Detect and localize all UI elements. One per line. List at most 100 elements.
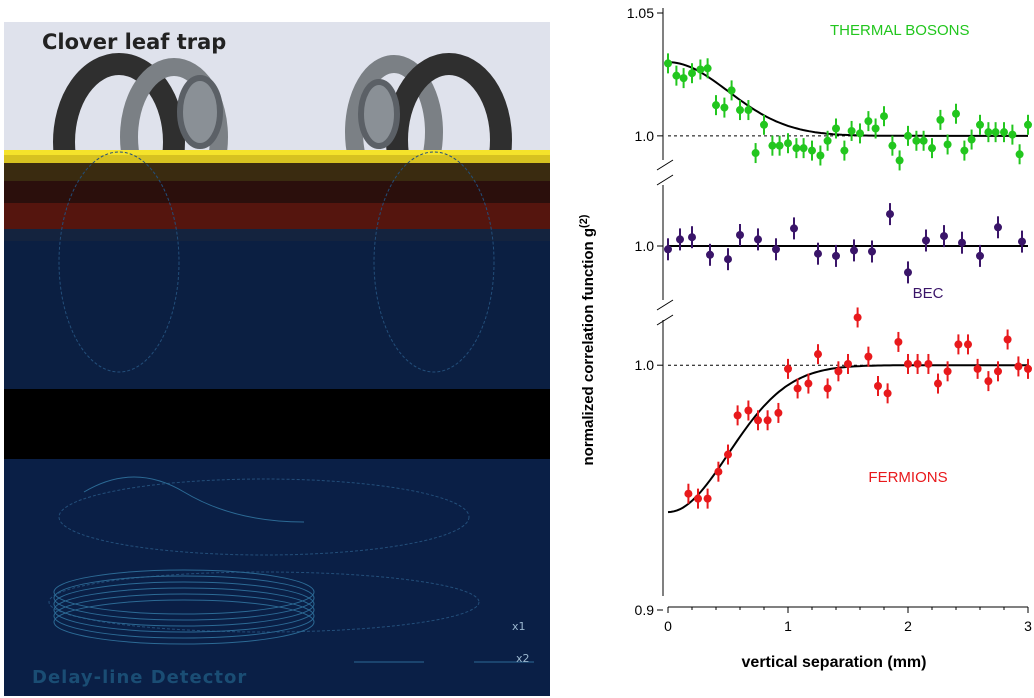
data-point	[940, 232, 948, 241]
axis-break-mark	[656, 159, 674, 171]
data-point	[814, 249, 822, 258]
data-point	[720, 103, 729, 112]
data-point	[799, 144, 808, 153]
trap-illustration-graphic: x1 x2	[4, 22, 550, 696]
data-point	[832, 251, 840, 260]
data-point	[703, 494, 712, 503]
data-point	[967, 135, 976, 144]
ghost-coils	[48, 151, 495, 633]
data-point	[943, 367, 952, 376]
data-point	[688, 233, 696, 242]
data-point	[703, 64, 712, 73]
data-point	[664, 245, 672, 254]
data-point	[792, 144, 801, 153]
data-point	[886, 210, 894, 219]
data-point	[832, 124, 840, 133]
data-point	[751, 149, 760, 158]
axis-break-mark	[656, 299, 674, 311]
delay-line-detector-icon	[53, 476, 534, 663]
data-point	[984, 128, 993, 137]
trap-illustration: x1 x2 Clover leaf trap Delay-line Detect…	[4, 22, 550, 696]
data-point	[814, 350, 822, 359]
series-label: BEC	[913, 285, 944, 302]
data-point	[928, 144, 936, 153]
data-point	[816, 151, 825, 160]
data-point	[883, 389, 892, 398]
data-point	[1024, 120, 1032, 129]
data-point	[772, 245, 780, 254]
y-axis-label-superscript: (2)	[578, 214, 590, 228]
data-point	[984, 377, 993, 386]
data-point	[964, 340, 972, 349]
data-point	[888, 141, 897, 150]
data-point	[1000, 128, 1008, 137]
data-point	[844, 359, 852, 368]
data-point	[676, 235, 684, 244]
data-point	[706, 250, 714, 259]
y-tick-label: 1.05	[627, 5, 654, 21]
data-point	[960, 146, 969, 155]
data-point	[913, 359, 922, 368]
data-point	[973, 364, 982, 373]
data-point	[679, 74, 688, 83]
data-point	[952, 109, 960, 118]
data-point	[936, 115, 945, 124]
data-point	[954, 340, 963, 349]
data-point	[684, 489, 693, 498]
data-point	[1024, 364, 1032, 373]
data-point	[784, 364, 792, 373]
data-point	[924, 359, 933, 368]
data-point	[744, 106, 753, 115]
data-point	[775, 141, 784, 150]
chart-marks: THERMAL BOSONS BEC FERMIONS	[664, 22, 1032, 514]
data-point	[790, 224, 798, 233]
y-tick-label: 1.0	[635, 128, 655, 144]
data-point	[904, 131, 912, 140]
data-point	[976, 120, 984, 129]
data-point	[894, 337, 903, 346]
data-point	[1018, 237, 1026, 246]
data-point	[919, 136, 928, 145]
data-point	[871, 124, 880, 133]
data-point	[994, 367, 1002, 376]
data-point	[736, 231, 744, 239]
data-point	[694, 494, 702, 503]
data-point	[864, 117, 873, 126]
correlation-chart: 0 1 2 3 1.05 1.0 1.0 1.0 0.9 THERMAL BOSONS BEC FE…	[578, 5, 1032, 671]
data-point	[736, 106, 744, 115]
data-point	[904, 268, 912, 277]
x-tick-label: 3	[1024, 618, 1032, 634]
data-point	[1014, 362, 1023, 371]
data-point	[724, 255, 732, 264]
data-point	[712, 101, 720, 110]
x-axis-label: vertical separation (mm)	[742, 654, 927, 671]
data-point	[834, 367, 843, 376]
data-point	[934, 379, 942, 388]
data-point	[724, 450, 732, 459]
data-point	[804, 379, 813, 388]
axis-break-mark	[656, 314, 674, 326]
data-point	[664, 59, 672, 68]
data-point	[784, 139, 792, 148]
data-point	[943, 140, 952, 149]
x-tick-label: 0	[664, 618, 672, 634]
data-point	[754, 235, 762, 244]
data-point	[958, 238, 966, 247]
data-point	[991, 128, 1000, 137]
data-point	[880, 112, 888, 121]
data-point	[774, 408, 783, 417]
y-tick-label: 0.9	[635, 602, 655, 618]
data-point	[850, 246, 858, 255]
data-point	[994, 223, 1002, 232]
data-point	[904, 359, 912, 368]
data-point	[768, 141, 777, 150]
data-point	[727, 86, 736, 95]
data-point	[733, 411, 742, 420]
data-point	[847, 126, 856, 135]
x-tick-label: 2	[904, 618, 912, 634]
axis-break-mark	[656, 174, 674, 186]
data-point	[793, 384, 802, 393]
wire-label-2: x2	[516, 652, 530, 665]
data-point	[1003, 335, 1012, 344]
data-point	[760, 120, 768, 129]
